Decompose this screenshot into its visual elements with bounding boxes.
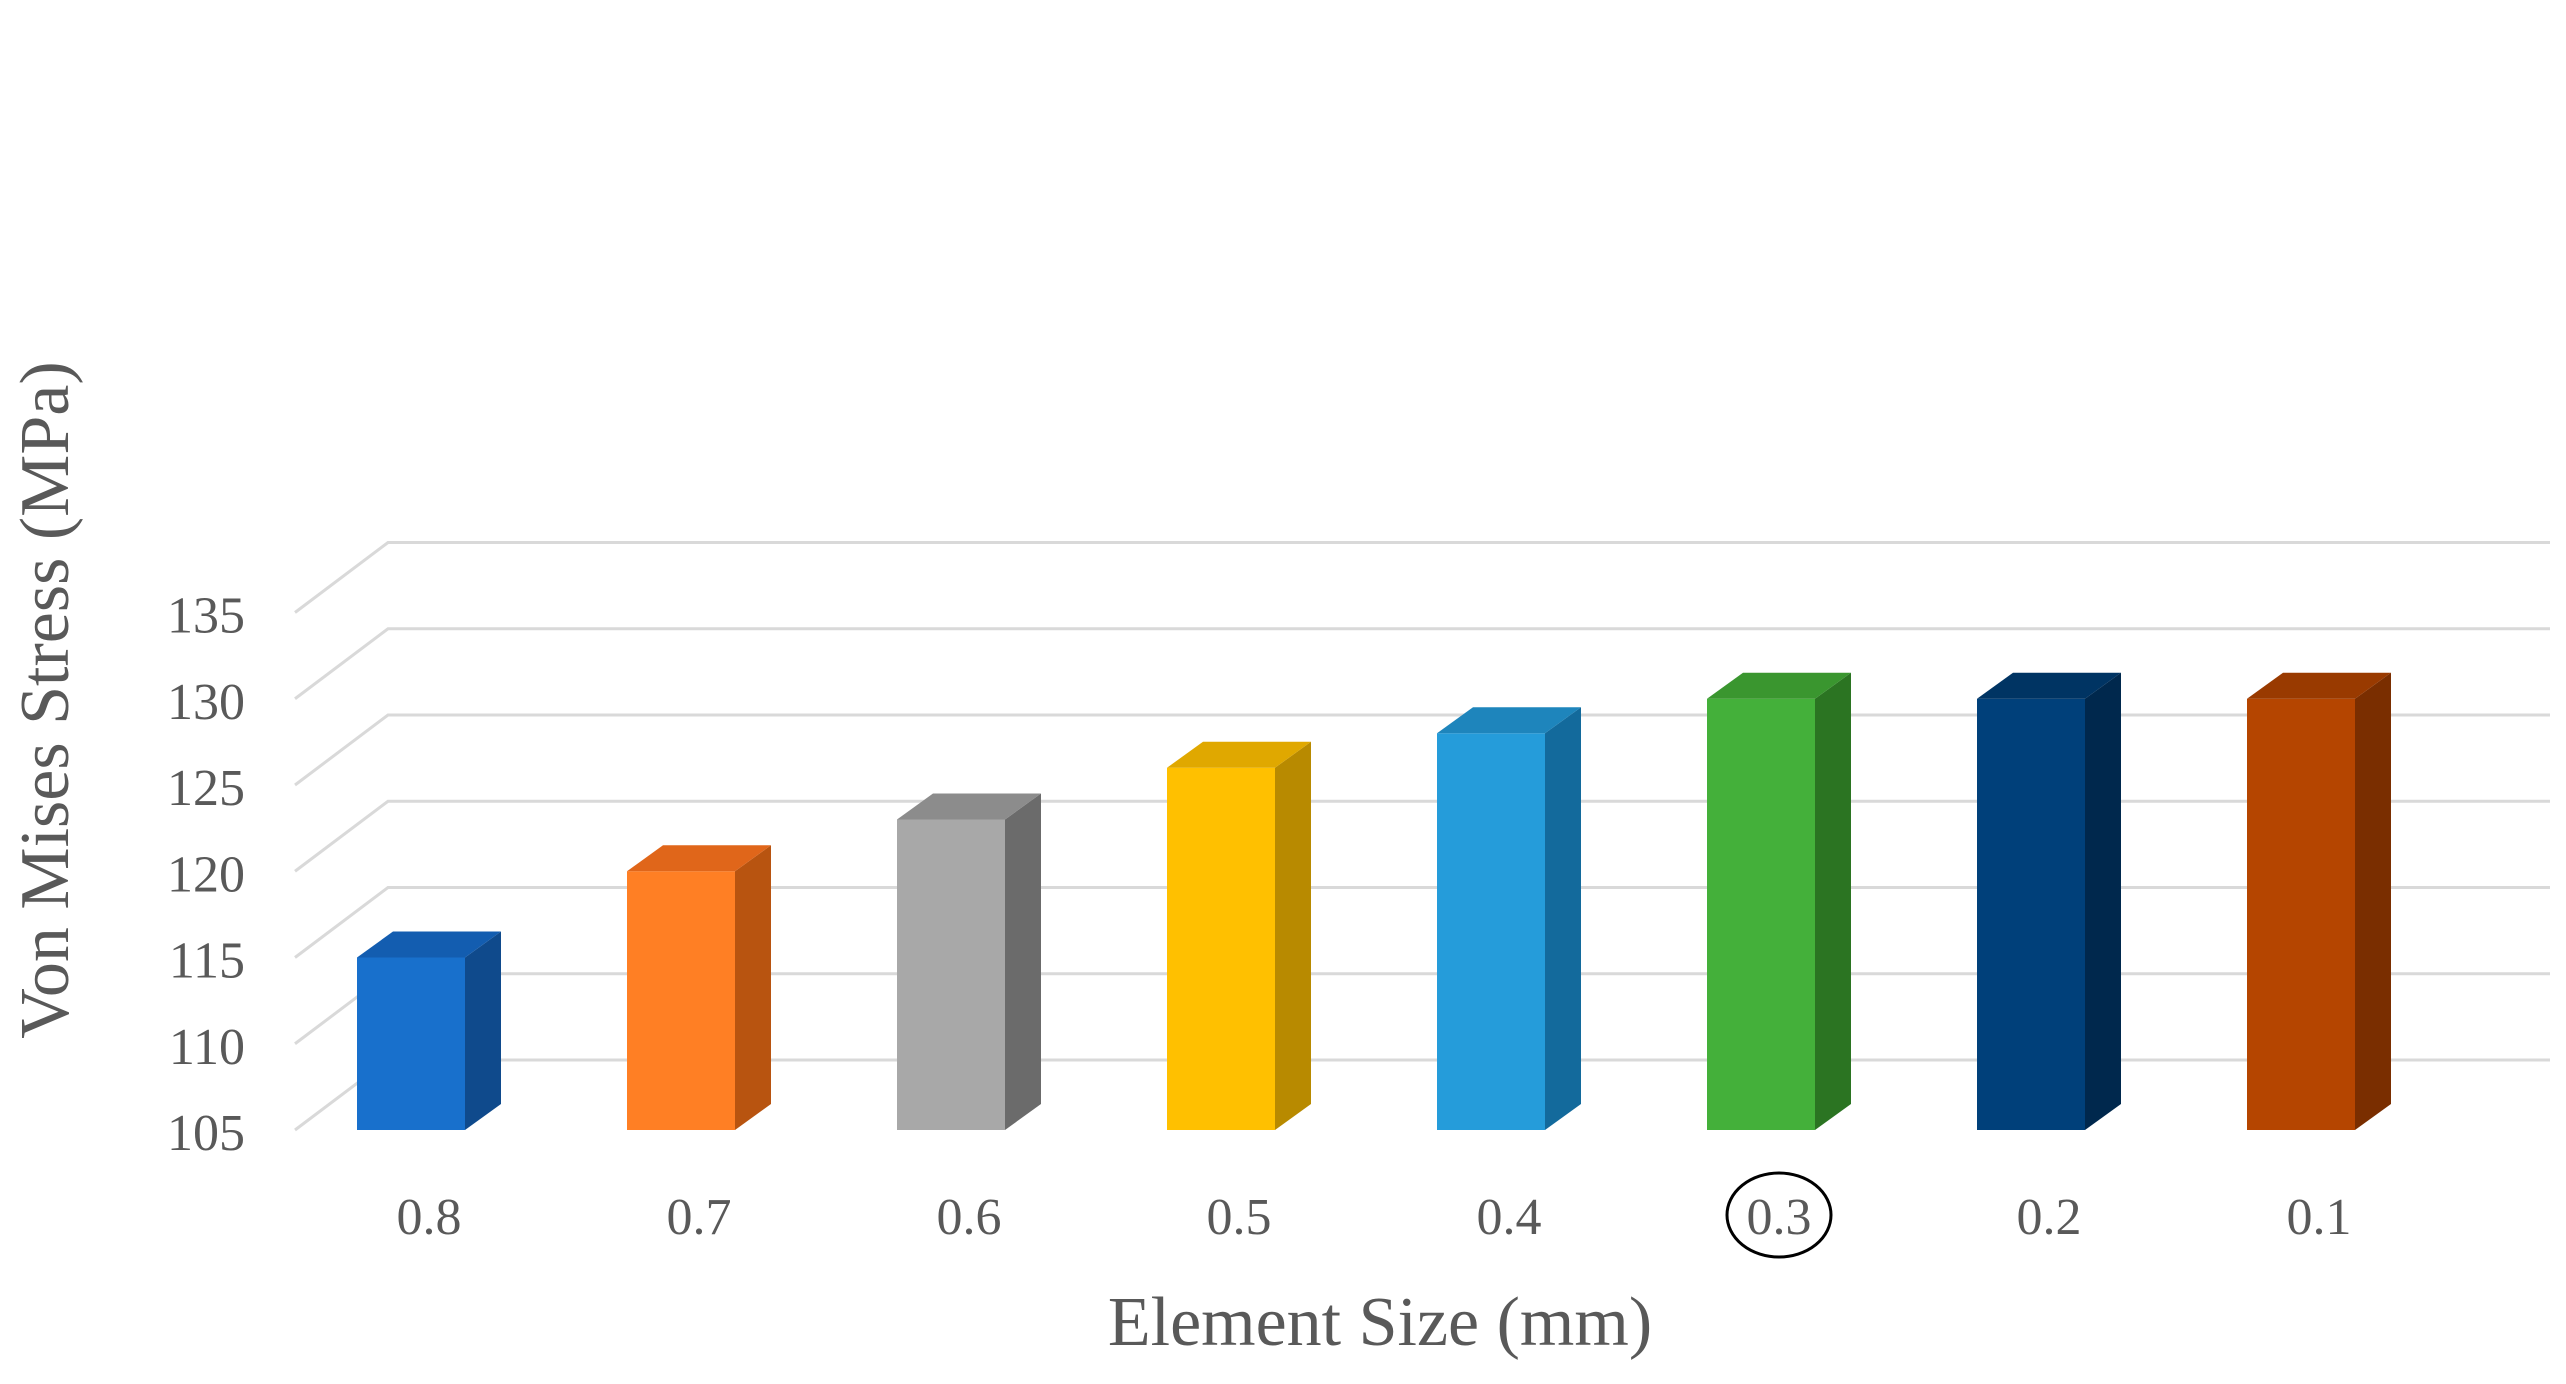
bar xyxy=(2247,672,2391,1130)
bar-front xyxy=(1977,698,2085,1130)
bar-front xyxy=(627,871,735,1130)
bar xyxy=(897,793,1041,1130)
x-tick-label: 0.8 xyxy=(397,1189,462,1246)
bar-front xyxy=(2247,698,2355,1130)
bar-side xyxy=(1815,672,1851,1130)
gridline xyxy=(294,541,2550,614)
y-tick-label: 115 xyxy=(169,933,245,990)
x-tick-label: 0.2 xyxy=(2017,1189,2082,1246)
bar-front xyxy=(1167,767,1275,1130)
y-axis-title: Von Mises Stress (MPa) xyxy=(7,361,84,1038)
y-axis-ticks: 105 110 115 120 125 130 135 xyxy=(167,588,245,1163)
bar xyxy=(1977,672,2121,1130)
y-tick-label: 110 xyxy=(169,1019,245,1076)
x-axis-title: Element Size (mm) xyxy=(1108,1284,1652,1361)
y-tick-label: 130 xyxy=(167,674,245,731)
x-tick-label: 0.1 xyxy=(2287,1189,2352,1246)
gridline xyxy=(294,627,2550,700)
y-tick-label: 125 xyxy=(167,760,245,817)
x-tick-label: 0.6 xyxy=(937,1189,1002,1246)
bar-top xyxy=(1707,672,1851,699)
bar-top xyxy=(2247,672,2391,699)
bar-front xyxy=(1437,733,1545,1130)
x-tick-label: 0.5 xyxy=(1207,1189,1272,1246)
y-tick-label: 105 xyxy=(167,1105,245,1162)
bar-side xyxy=(1005,793,1041,1130)
bar xyxy=(627,845,771,1130)
x-tick-label: 0.3 xyxy=(1747,1189,1812,1246)
bar-top xyxy=(1167,741,1311,768)
bars xyxy=(357,672,2391,1130)
bar-side xyxy=(735,845,771,1130)
highlight-circle xyxy=(1725,1171,1833,1259)
gridline xyxy=(294,799,2550,873)
bar xyxy=(1707,672,1851,1130)
gridline xyxy=(294,713,2550,787)
gridlines xyxy=(294,541,2550,1132)
y-tick-label: 135 xyxy=(167,588,245,645)
bar-front xyxy=(357,957,465,1130)
x-axis-ticks: 0.8 0.7 0.6 0.5 0.4 0.3 0.2 0.1 xyxy=(397,1171,2352,1259)
bar-top xyxy=(357,931,501,958)
y-tick-label: 120 xyxy=(167,846,245,903)
bar-side xyxy=(2085,672,2121,1130)
bar-top xyxy=(1977,672,2121,699)
bar-side xyxy=(1545,707,1581,1130)
bar-side xyxy=(465,931,501,1130)
bar-top xyxy=(1437,707,1581,734)
bar xyxy=(1437,707,1581,1130)
bar xyxy=(357,931,501,1130)
bar-front xyxy=(897,819,1005,1130)
bar xyxy=(1167,741,1311,1130)
bar-top xyxy=(627,845,771,872)
bar-top xyxy=(897,793,1041,820)
bar-side xyxy=(2355,672,2391,1130)
x-tick-label: 0.7 xyxy=(667,1189,732,1246)
x-tick-label: 0.4 xyxy=(1477,1189,1542,1246)
bar-side xyxy=(1275,741,1311,1130)
bar-front xyxy=(1707,698,1815,1130)
